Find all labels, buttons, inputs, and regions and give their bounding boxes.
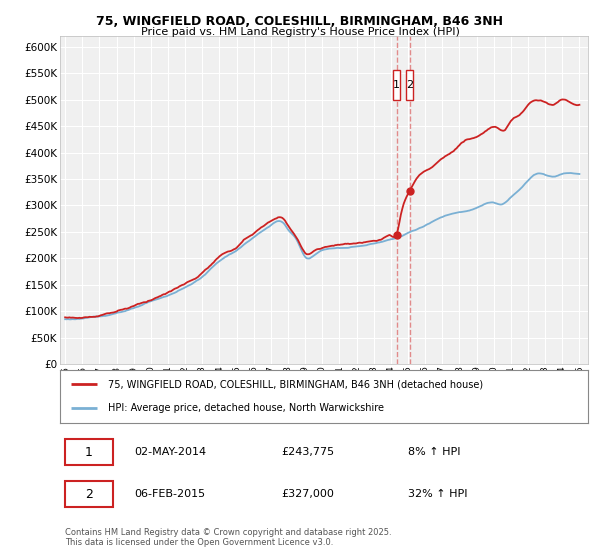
Text: 06-FEB-2015: 06-FEB-2015 [134,489,205,499]
FancyBboxPatch shape [65,482,113,507]
Text: HPI: Average price, detached house, North Warwickshire: HPI: Average price, detached house, Nort… [107,403,383,413]
Text: 8% ↑ HPI: 8% ↑ HPI [409,447,461,457]
Text: 32% ↑ HPI: 32% ↑ HPI [409,489,468,499]
FancyBboxPatch shape [406,70,413,100]
Text: 75, WINGFIELD ROAD, COLESHILL, BIRMINGHAM, B46 3NH: 75, WINGFIELD ROAD, COLESHILL, BIRMINGHA… [97,15,503,27]
Text: £243,775: £243,775 [282,447,335,457]
Text: Contains HM Land Registry data © Crown copyright and database right 2025.
This d: Contains HM Land Registry data © Crown c… [65,528,392,547]
Text: 2: 2 [85,488,93,501]
Text: 1: 1 [85,446,93,459]
Text: £327,000: £327,000 [282,489,335,499]
Text: 02-MAY-2014: 02-MAY-2014 [134,447,206,457]
Text: 2: 2 [406,80,413,90]
Text: 1: 1 [393,80,400,90]
FancyBboxPatch shape [65,439,113,465]
Text: 75, WINGFIELD ROAD, COLESHILL, BIRMINGHAM, B46 3NH (detached house): 75, WINGFIELD ROAD, COLESHILL, BIRMINGHA… [107,380,482,390]
FancyBboxPatch shape [393,70,400,100]
Text: Price paid vs. HM Land Registry's House Price Index (HPI): Price paid vs. HM Land Registry's House … [140,27,460,37]
